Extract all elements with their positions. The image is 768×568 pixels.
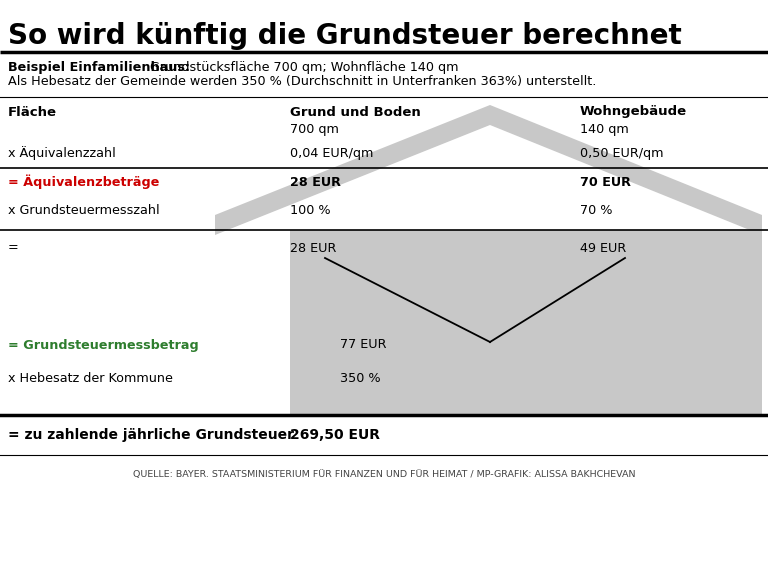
Text: 77 EUR: 77 EUR <box>340 339 386 352</box>
Text: x Äquivalenzzahl: x Äquivalenzzahl <box>8 146 116 160</box>
Text: 350 %: 350 % <box>340 371 381 385</box>
Text: 28 EUR: 28 EUR <box>290 241 336 254</box>
Text: x Grundsteuermesszahl: x Grundsteuermesszahl <box>8 203 160 216</box>
Polygon shape <box>215 105 762 235</box>
Text: 700 qm: 700 qm <box>290 123 339 136</box>
Text: 28 EUR: 28 EUR <box>290 176 341 189</box>
Text: Als Hebesatz der Gemeinde werden 350 % (Durchschnitt in Unterfranken 363%) unter: Als Hebesatz der Gemeinde werden 350 % (… <box>8 76 597 89</box>
Text: =: = <box>8 241 18 254</box>
Text: Beispiel Einfamilienhaus:: Beispiel Einfamilienhaus: <box>8 61 190 73</box>
Text: 0,04 EUR/qm: 0,04 EUR/qm <box>290 147 373 160</box>
Text: 49 EUR: 49 EUR <box>580 241 626 254</box>
Text: So wird künftig die Grundsteuer berechnet: So wird künftig die Grundsteuer berechne… <box>8 22 682 50</box>
Text: x Hebesatz der Kommune: x Hebesatz der Kommune <box>8 371 173 385</box>
Text: Grundstücksfläche 700 qm; Wohnfläche 140 qm: Grundstücksfläche 700 qm; Wohnfläche 140… <box>145 61 458 73</box>
Text: = Äquivalenzbeträge: = Äquivalenzbeträge <box>8 175 160 189</box>
Text: 70 %: 70 % <box>580 203 613 216</box>
Text: 269,50 EUR: 269,50 EUR <box>290 428 380 442</box>
Text: 70 EUR: 70 EUR <box>580 176 631 189</box>
Text: = Grundsteuermessbetrag: = Grundsteuermessbetrag <box>8 339 199 352</box>
Text: Grund und Boden: Grund und Boden <box>290 106 421 119</box>
Text: QUELLE: BAYER. STAATSMINISTERIUM FÜR FINANZEN UND FÜR HEIMAT / MP-GRAFIK: ALISSA: QUELLE: BAYER. STAATSMINISTERIUM FÜR FIN… <box>133 470 635 479</box>
Polygon shape <box>290 230 762 415</box>
Text: = zu zahlende jährliche Grundsteuer: = zu zahlende jährliche Grundsteuer <box>8 428 294 442</box>
Text: 100 %: 100 % <box>290 203 331 216</box>
Text: 0,50 EUR/qm: 0,50 EUR/qm <box>580 147 664 160</box>
Text: 140 qm: 140 qm <box>580 123 629 136</box>
Text: Wohngebäude: Wohngebäude <box>580 106 687 119</box>
Text: Fläche: Fläche <box>8 106 57 119</box>
